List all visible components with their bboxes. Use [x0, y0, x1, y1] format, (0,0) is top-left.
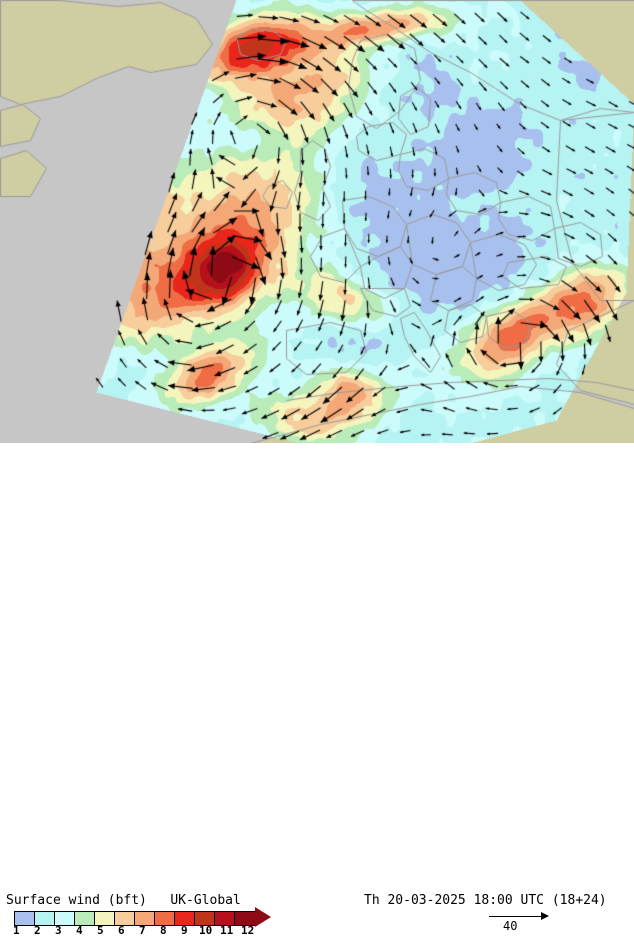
tick-label-6: 6	[118, 924, 125, 937]
tick-label-11: 11	[220, 924, 234, 937]
reference-vector-label: 40	[503, 919, 518, 933]
tick-label-1: 1	[13, 924, 20, 937]
valid-time-label: Th 20-03-2025 18:00 UTC (18+24)	[364, 893, 607, 908]
weather-map[interactable]	[0, 0, 634, 443]
tick-label-4: 4	[76, 924, 83, 937]
wind-field-canvas[interactable]	[0, 0, 634, 443]
reference-vector-shaft	[489, 916, 545, 917]
tick-label-8: 8	[160, 924, 167, 937]
tick-label-7: 7	[139, 924, 146, 937]
reference-vector-arrowhead-icon	[541, 912, 549, 920]
legend-title: Surface wind (bft) UK-Global	[6, 893, 241, 908]
map-footer: Surface wind (bft) UK-Global Th 20-03-20…	[0, 443, 634, 937]
tick-label-5: 5	[97, 924, 104, 937]
tick-label-10: 10	[199, 924, 213, 937]
reference-wind-vector: 40	[489, 909, 559, 933]
tick-label-3: 3	[55, 924, 62, 937]
tick-label-12: 12	[241, 924, 255, 937]
color-scale-tick-labels: 1 2 3 4 5 6 7 8 9 10 11 12	[0, 924, 300, 937]
tick-label-2: 2	[34, 924, 41, 937]
tick-label-9: 9	[181, 924, 188, 937]
